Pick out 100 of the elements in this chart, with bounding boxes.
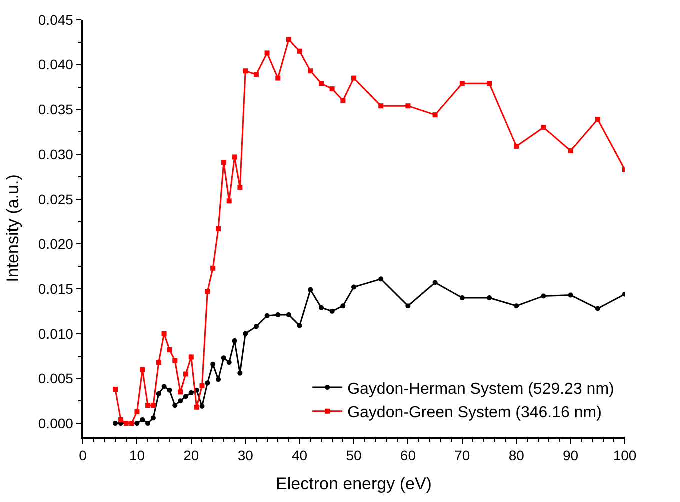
point [210, 362, 216, 367]
point [188, 390, 194, 396]
point [194, 404, 200, 410]
point [378, 104, 384, 109]
point [568, 292, 574, 298]
point [318, 81, 324, 86]
point [156, 360, 162, 366]
point [188, 354, 194, 360]
point [276, 312, 281, 318]
point [162, 384, 167, 390]
y-tick-label: 0.030 [38, 146, 74, 162]
x-tick-label: 0 [79, 448, 88, 464]
point [487, 81, 492, 86]
x-tick-label: 10 [129, 448, 146, 464]
point [210, 266, 216, 271]
point [150, 416, 156, 421]
y-tick-label: 0.035 [38, 102, 74, 118]
point [232, 154, 238, 160]
point [406, 104, 411, 109]
point [254, 72, 259, 78]
point [286, 312, 292, 318]
point [226, 360, 232, 366]
y-tick-label: 0.000 [38, 415, 74, 432]
point [541, 125, 546, 130]
point [238, 185, 243, 190]
x-tick-label: 60 [400, 448, 416, 464]
x-axis-title: Electron energy (eV) [276, 474, 432, 494]
point [216, 226, 221, 232]
point [460, 81, 465, 86]
point [297, 323, 302, 328]
point [183, 372, 188, 377]
point [216, 377, 221, 382]
point [595, 306, 600, 312]
point [221, 356, 226, 361]
point [264, 50, 270, 56]
point [254, 324, 259, 330]
point [183, 394, 188, 400]
point [134, 421, 140, 426]
legend-label: Gaydon-Green System (346.16 nm) [348, 404, 602, 422]
y-tick-label: 0.025 [38, 191, 74, 208]
point [330, 86, 335, 92]
point [378, 276, 384, 282]
point [150, 403, 156, 408]
x-tick-label: 70 [454, 448, 470, 464]
point [118, 417, 124, 422]
point [297, 48, 302, 54]
point [276, 76, 281, 81]
point [140, 367, 146, 372]
point [460, 296, 465, 300]
y-tick-label: 0.045 [38, 12, 74, 28]
point [568, 148, 574, 154]
point [340, 98, 346, 104]
point [308, 287, 314, 292]
point [243, 331, 248, 336]
point [330, 308, 335, 314]
point [113, 421, 118, 426]
x-tick-label: 20 [184, 448, 200, 464]
point [352, 76, 356, 81]
y-axis-title: Intensity (a.u.) [3, 174, 22, 282]
point [406, 304, 411, 309]
point [134, 409, 140, 414]
x-tick-label: 30 [238, 448, 254, 464]
point [146, 421, 151, 426]
point [432, 112, 438, 118]
y-tick-label: 0.005 [38, 370, 74, 387]
x-tick-label: 90 [563, 448, 579, 464]
point [113, 386, 118, 392]
point [487, 296, 492, 300]
y-tick-label: 0.040 [38, 56, 74, 73]
x-tick-label: 50 [346, 448, 362, 464]
y-tick-label: 0.020 [38, 236, 74, 252]
point [340, 304, 346, 309]
y-tick-label: 0.015 [38, 280, 74, 297]
point [595, 117, 600, 122]
point [221, 160, 226, 166]
point [264, 313, 270, 318]
point [172, 358, 178, 364]
x-tick-label: 80 [508, 448, 525, 464]
y-tick-label: 0.010 [38, 326, 74, 342]
legend-label: Gaydon-Herman System (529.23 nm) [348, 380, 614, 398]
x-tick-label: 100 [613, 448, 637, 464]
point [205, 380, 210, 386]
point [172, 403, 178, 408]
point [167, 388, 172, 393]
point [178, 390, 184, 395]
point [146, 403, 151, 408]
point [205, 289, 210, 294]
point [308, 68, 314, 74]
point [352, 284, 356, 290]
point [200, 383, 205, 388]
point [238, 370, 243, 376]
point [514, 144, 520, 149]
point [514, 304, 520, 309]
point [541, 294, 546, 299]
point [226, 198, 232, 204]
point [156, 391, 162, 396]
point [140, 417, 146, 422]
point [167, 348, 172, 353]
point [200, 404, 205, 410]
point [286, 37, 292, 42]
